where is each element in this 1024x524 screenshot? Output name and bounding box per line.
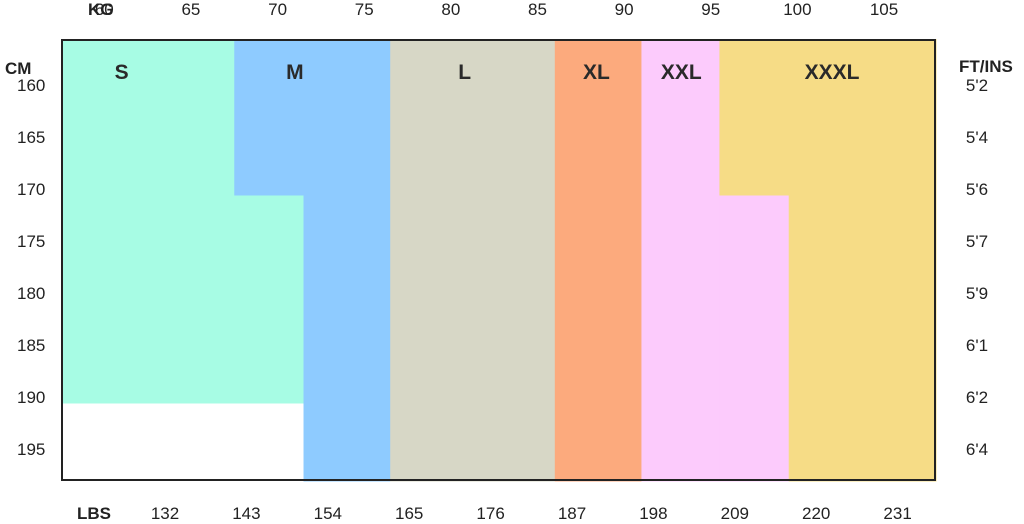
top-axis-label: KG (88, 0, 114, 19)
size-region-xl-0 (554, 39, 642, 482)
left-axis-label: CM (5, 59, 32, 78)
size-region-m-0 (234, 39, 305, 196)
size-region-xxl-0 (641, 39, 720, 482)
right-axis-tick: 5'4 (965, 127, 989, 147)
left-axis-tick: 175 (17, 231, 46, 251)
right-axis-tick: 5'7 (965, 231, 989, 251)
top-axis-tick: 95 (701, 0, 721, 19)
top-axis-tick: 75 (354, 0, 374, 19)
size-region-m-2 (303, 195, 391, 482)
left-axis-tick: 190 (17, 387, 46, 407)
size-label-xxl: XXL (660, 61, 702, 85)
right-axis-tick: 5'9 (965, 283, 989, 303)
bottom-axis-tick: 143 (232, 504, 261, 523)
size-region-xxl-1 (719, 195, 790, 482)
right-axis-tick: 6'4 (965, 439, 989, 459)
top-axis-tick: 85 (528, 0, 547, 19)
bottom-axis-tick: 198 (639, 504, 668, 523)
left-axis-tick: 180 (17, 283, 46, 303)
size-region-s-0 (61, 39, 235, 404)
size-label-xxxl: XXXL (804, 61, 860, 85)
bottom-axis-label: LBS (77, 504, 111, 523)
bottom-axis-tick: 165 (395, 504, 424, 523)
top-axis-tick: 60 (94, 0, 114, 19)
bottom-axis-tick: 220 (802, 504, 831, 523)
bottom-axis-tick: 209 (720, 504, 749, 523)
size-region-xxxl-1 (788, 195, 937, 482)
right-axis-tick: 5'6 (965, 179, 989, 199)
bottom-axis-tick: 231 (883, 504, 912, 523)
top-axis-tick: 105 (869, 0, 899, 19)
right-axis-label: FT/INS (959, 57, 1013, 76)
size-region-l-0 (390, 39, 556, 482)
size-region-s-2 (234, 195, 305, 404)
left-axis-tick: 195 (17, 439, 46, 459)
top-axis-tick: 80 (441, 0, 461, 19)
right-axis-tick: 6'1 (965, 335, 989, 355)
bottom-axis-tick: 132 (150, 504, 180, 523)
top-axis-tick: 90 (614, 0, 634, 19)
left-axis-tick: 185 (17, 335, 46, 355)
right-axis-tick: 5'2 (965, 75, 989, 95)
size-label-s: S (114, 61, 129, 85)
bottom-axis-tick: 176 (476, 504, 505, 523)
bottom-axis-tick: 187 (557, 504, 587, 523)
size-region-xxxl-0 (719, 39, 937, 196)
left-axis-tick: 170 (17, 179, 46, 199)
size-label-xl: XL (582, 61, 610, 85)
top-axis-tick: 65 (181, 0, 201, 19)
bottom-axis-tick: 154 (313, 504, 342, 523)
right-axis-tick: 6'2 (965, 387, 989, 407)
top-axis-tick: 100 (783, 0, 812, 19)
left-axis-tick: 160 (17, 75, 46, 95)
size-label-l: L (458, 61, 472, 85)
top-axis-tick: 70 (268, 0, 288, 19)
left-axis-tick: 165 (17, 127, 46, 147)
size-label-m: M (286, 61, 304, 85)
